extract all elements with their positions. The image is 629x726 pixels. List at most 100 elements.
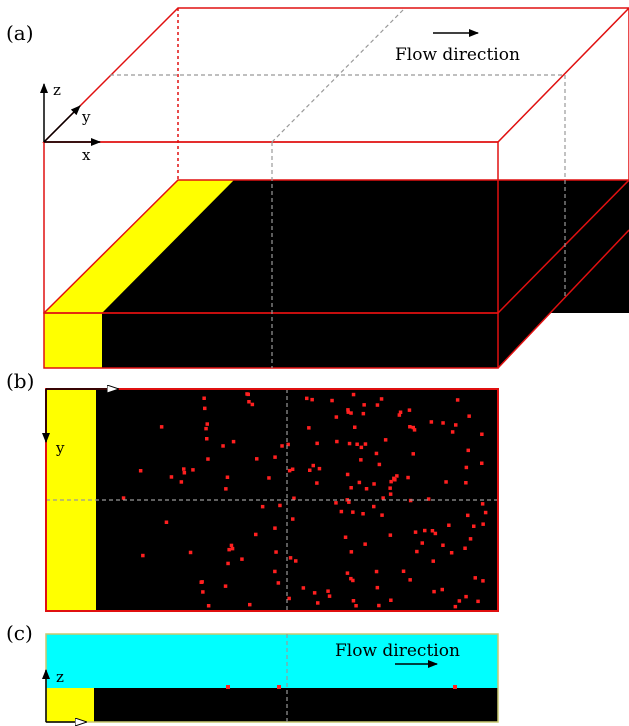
side-view-inlet [46, 688, 94, 722]
particle [254, 532, 258, 537]
particle [389, 598, 393, 602]
particle [349, 576, 353, 581]
particle [347, 500, 351, 504]
panel-b: (b) x y [6, 369, 499, 612]
particle [407, 408, 412, 412]
particle [473, 576, 477, 580]
particle [480, 432, 484, 436]
particle [347, 441, 352, 446]
flow-direction-label: Flow direction [335, 641, 460, 661]
particle [273, 569, 277, 574]
particle [481, 522, 485, 526]
particle [276, 581, 281, 585]
particle [388, 533, 393, 537]
particle [408, 578, 412, 582]
particle [363, 542, 367, 546]
particle [226, 685, 230, 689]
particle [273, 455, 277, 459]
particle [464, 465, 469, 470]
particle [188, 550, 193, 555]
particle [351, 392, 356, 397]
particle [380, 513, 384, 517]
particle [441, 543, 445, 547]
particle [292, 496, 296, 500]
particle [441, 421, 445, 425]
y-axis-arrow [43, 105, 81, 143]
particle [412, 428, 417, 432]
particle [362, 403, 366, 407]
particle [141, 553, 145, 558]
particle [432, 589, 436, 594]
particle [447, 523, 451, 527]
particle [288, 556, 293, 560]
particle [287, 468, 292, 473]
particle [202, 396, 206, 400]
solid-side-outline [497, 179, 629, 314]
particle [349, 550, 354, 554]
particle [330, 398, 334, 403]
particle [204, 426, 208, 431]
domain-wireframe [42, 7, 629, 314]
particle [273, 526, 277, 530]
particle [361, 512, 365, 516]
particle [229, 543, 234, 548]
particle [381, 496, 385, 500]
axes-3d [40, 83, 101, 146]
particle [467, 414, 471, 418]
particle [351, 510, 355, 514]
particle [224, 487, 228, 491]
particle [191, 468, 195, 472]
particle [287, 596, 291, 601]
particle [453, 604, 458, 609]
particle [433, 531, 438, 536]
y-axis-label: y [81, 108, 91, 126]
particle [159, 425, 164, 429]
particle [440, 587, 444, 592]
particle [206, 604, 211, 608]
solid-side-bottom [497, 229, 629, 369]
particle [411, 425, 415, 430]
particle [413, 530, 418, 534]
particle [316, 601, 320, 605]
particle [375, 585, 380, 590]
particle [411, 452, 415, 456]
side-view-particles [226, 685, 457, 689]
dashed-line [271, 7, 406, 143]
particle [397, 413, 402, 417]
particle [374, 569, 379, 574]
particle [377, 603, 381, 608]
panel-a-label: (a) [6, 21, 34, 45]
particle [359, 445, 364, 450]
particle [250, 402, 255, 407]
particle [355, 442, 359, 446]
particle [277, 685, 281, 689]
particle [401, 569, 406, 573]
particle [199, 580, 203, 584]
particle [466, 513, 470, 518]
panel-a: (a) [6, 7, 629, 369]
particle [480, 502, 485, 506]
particle [223, 584, 228, 588]
particle [430, 529, 435, 533]
particle [308, 468, 312, 472]
particle [372, 482, 376, 486]
x-axis-label: x [122, 699, 131, 717]
particle [457, 599, 462, 603]
particle [455, 398, 460, 402]
particle [431, 559, 435, 563]
particle [179, 480, 184, 484]
particle [429, 420, 434, 424]
particle [182, 471, 187, 475]
particle [426, 497, 431, 501]
particle [359, 458, 363, 462]
particle [205, 422, 209, 426]
top-view-outline [45, 388, 499, 612]
particle [278, 503, 282, 508]
particle [372, 504, 376, 509]
particle [374, 451, 379, 456]
particle [335, 439, 339, 444]
side-view-fluid [46, 634, 498, 688]
particle [454, 423, 458, 427]
particle [246, 392, 250, 397]
